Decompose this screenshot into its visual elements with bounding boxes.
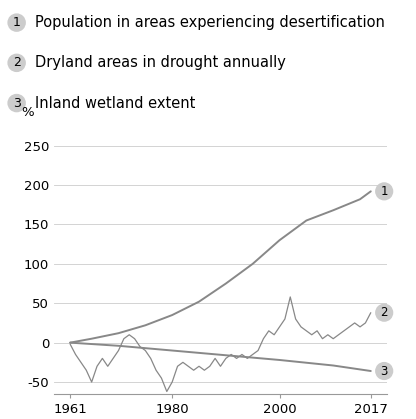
Text: Population in areas experiencing desertification: Population in areas experiencing deserti… (35, 15, 385, 30)
Text: 2: 2 (381, 306, 388, 319)
Text: 3: 3 (381, 365, 388, 378)
Text: 1: 1 (13, 16, 20, 29)
Text: %: % (21, 106, 33, 119)
Text: 3: 3 (13, 96, 20, 110)
Text: Dryland areas in drought annually: Dryland areas in drought annually (35, 55, 286, 70)
Text: Inland wetland extent: Inland wetland extent (35, 96, 196, 111)
Text: 1: 1 (381, 185, 388, 198)
Text: 2: 2 (13, 56, 20, 70)
